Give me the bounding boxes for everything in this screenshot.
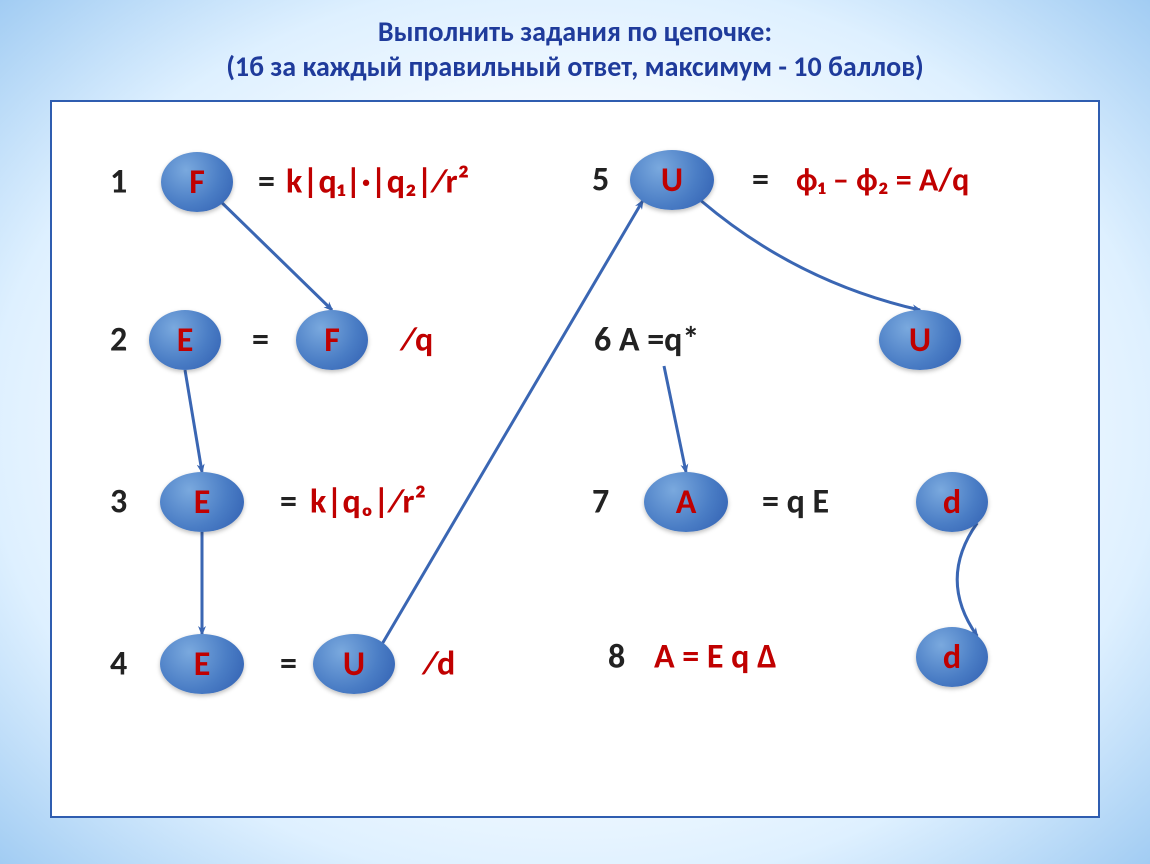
label-r5_formula: ф₁ – ф₂ = A/q [796, 161, 969, 200]
node-n3E: E [160, 472, 244, 532]
slide-title: Выполнить задания по цепочке: (1б за каж… [0, 14, 1150, 84]
label-r5_num: 5 [592, 160, 609, 201]
label-r3_formula: k|qₒ|∕r² [310, 482, 426, 523]
edge-n4U-n5U [383, 201, 643, 643]
edge-n7d-n8d [957, 523, 977, 636]
node-n4U: U [313, 634, 395, 694]
edge-r6A-n7A [664, 366, 686, 472]
node-n6U: U [879, 310, 961, 370]
edge-n2E-n3E [185, 370, 202, 472]
edge-n5U-n6U [701, 201, 920, 310]
edge-n1F-n2F [222, 203, 332, 310]
label-r8_formula: A = E q Δ [654, 637, 777, 678]
label-r4_formula: ∕d [424, 644, 455, 685]
label-r8_num: 8 [608, 637, 625, 678]
label-r4_num: 4 [110, 644, 127, 685]
node-n4E: E [160, 634, 244, 694]
label-r1_eq: = [258, 162, 275, 203]
node-n2F: F [296, 310, 368, 370]
diagram-canvas: F E F E E U U U Ad d 1 = k|q₁|·|q₂|∕r² 2 = ∕q 3 = k|qₒ|∕r²… [52, 102, 1098, 816]
label-r5_eq: = [752, 160, 769, 201]
label-r3_eq: = [280, 482, 297, 523]
label-r1_formula: k|q₁|·|q₂|∕r² [286, 162, 469, 203]
node-n2E: E [149, 310, 221, 370]
label-r7_num: 7 [592, 482, 609, 523]
label-r2_formula: ∕q [402, 320, 433, 361]
label-r2_num: 2 [110, 320, 127, 361]
slide: Выполнить задания по цепочке: (1б за каж… [0, 0, 1150, 864]
label-r1_num: 1 [110, 162, 127, 203]
label-r3_num: 3 [110, 482, 127, 523]
label-r4_eq: = [280, 644, 297, 685]
label-r6: 6 А =q* [594, 320, 699, 361]
label-r7_eq: = q E [762, 482, 829, 523]
content-box: F E F E E U U U Ad d 1 = k|q₁|·|q₂|∕r² 2 = ∕q 3 = k|qₒ|∕r²… [50, 100, 1100, 818]
title-line-2: (1б за каждый правильный ответ, максимум… [226, 49, 924, 84]
node-n7A: A [644, 472, 728, 532]
node-n7d: d [916, 472, 988, 532]
node-n5U: U [630, 150, 714, 210]
node-n8d: d [916, 627, 988, 687]
node-n1F: F [161, 152, 233, 212]
label-r2_eq: = [252, 320, 269, 361]
title-line-1: Выполнить задания по цепочке: [378, 14, 772, 49]
